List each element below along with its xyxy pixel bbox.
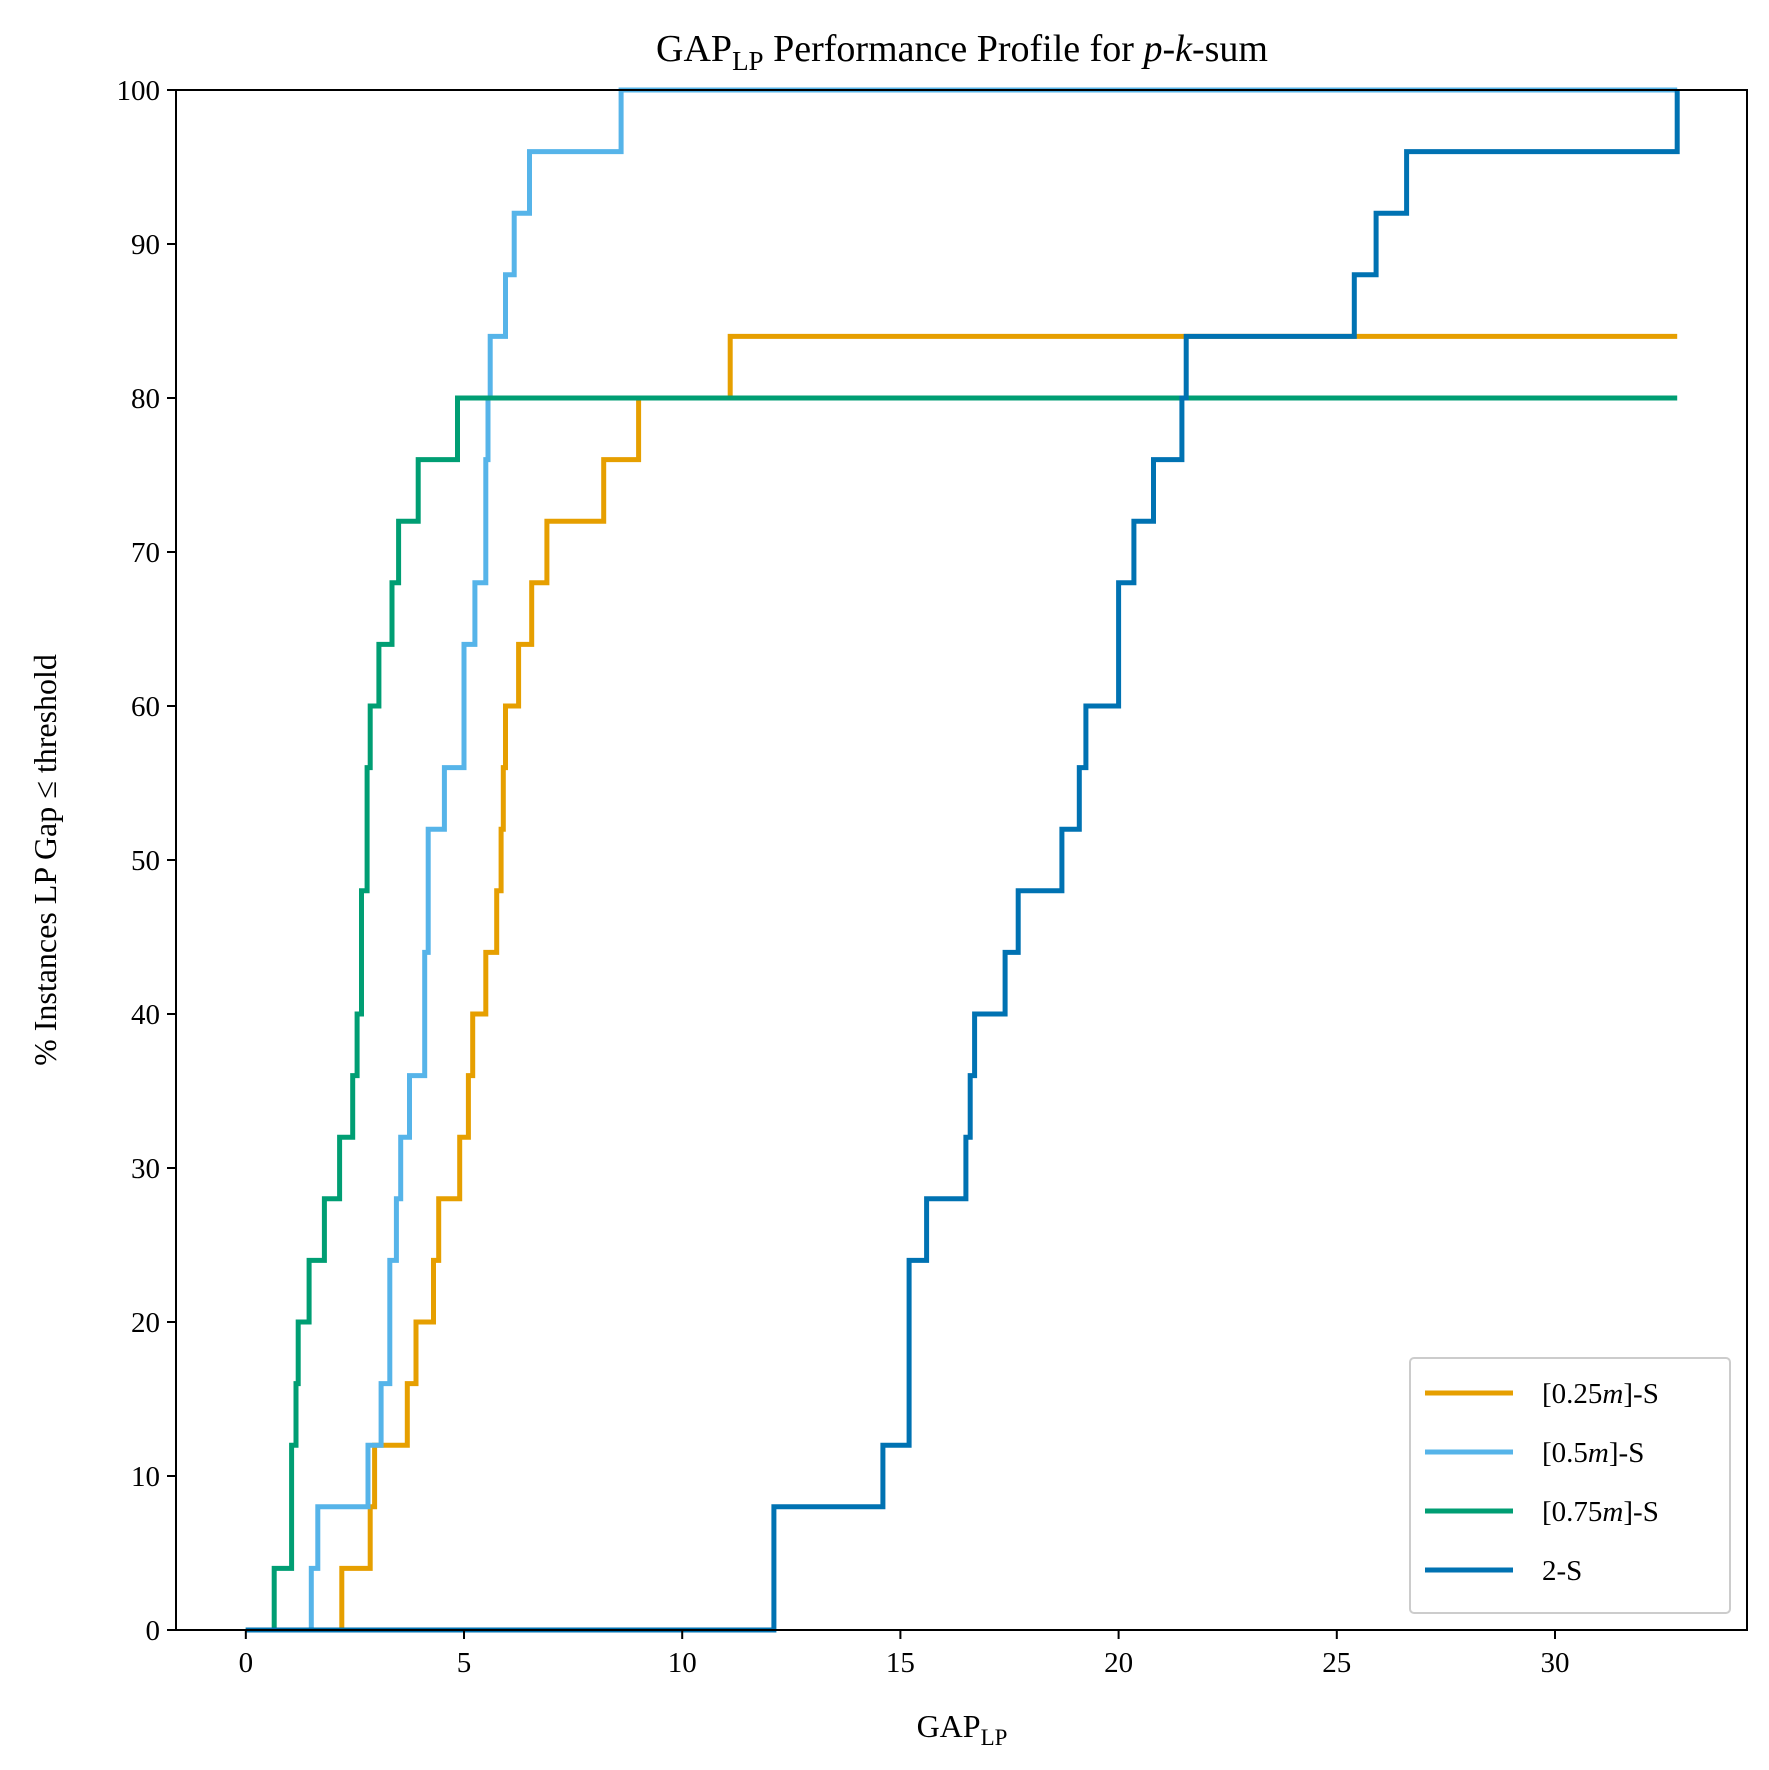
x-tick-label-30: 30 — [1540, 1647, 1569, 1679]
y-tick-label-90: 90 — [131, 229, 160, 261]
series-line-0.75m-s — [245, 395, 1678, 1633]
x-tick-label-15: 15 — [886, 1647, 915, 1679]
legend-label-0.25m-s: [0.25m]-S — [1542, 1378, 1659, 1410]
y-tick-label-70: 70 — [131, 537, 160, 569]
series-line-0.5m-s — [245, 87, 1678, 1633]
y-tick-label-60: 60 — [131, 691, 160, 723]
legend-label-0.5m-s: [0.5m]-S — [1542, 1437, 1644, 1469]
legend-box — [1409, 1357, 1731, 1614]
x-tick-label-0: 0 — [239, 1647, 254, 1679]
series-line-0.25m-s — [245, 333, 1678, 1633]
x-axis-label: GAPLP — [917, 1708, 1008, 1750]
legend-label-2-s: 2-S — [1542, 1555, 1582, 1587]
y-tick-label-20: 20 — [131, 1307, 160, 1339]
series-line-2-s — [245, 90, 1680, 1633]
x-tick-label-25: 25 — [1322, 1647, 1351, 1679]
y-tick-label-10: 10 — [131, 1461, 160, 1493]
y-axis-label: % Instances LP Gap ≤ threshold — [27, 654, 63, 1066]
y-tick-label-100: 100 — [117, 75, 161, 107]
legend: [0.25m]-S [0.5m]-S [0.75m]-S 2-S — [1409, 1357, 1731, 1614]
x-tick-label-10: 10 — [668, 1647, 697, 1679]
y-tick-label-0: 0 — [146, 1615, 161, 1647]
legend-label-0.75m-s: [0.75m]-S — [1542, 1496, 1659, 1528]
x-tick-label-20: 20 — [1104, 1647, 1133, 1679]
y-tick-label-50: 50 — [131, 845, 160, 877]
y-tick-label-30: 30 — [131, 1153, 160, 1185]
x-tick-label-5: 5 — [457, 1647, 472, 1679]
plot-frame — [175, 89, 1748, 1631]
y-tick-label-40: 40 — [131, 999, 160, 1031]
series-layer — [245, 87, 1680, 1633]
ticks-layer: 0 5 10 15 20 25 30 0 10 20 30 40 50 60 70 80 90 100 — [117, 75, 1570, 1679]
y-tick-label-80: 80 — [131, 383, 160, 415]
chart-title: GAPLP Performance Profile for p-k-sum — [656, 28, 1268, 76]
